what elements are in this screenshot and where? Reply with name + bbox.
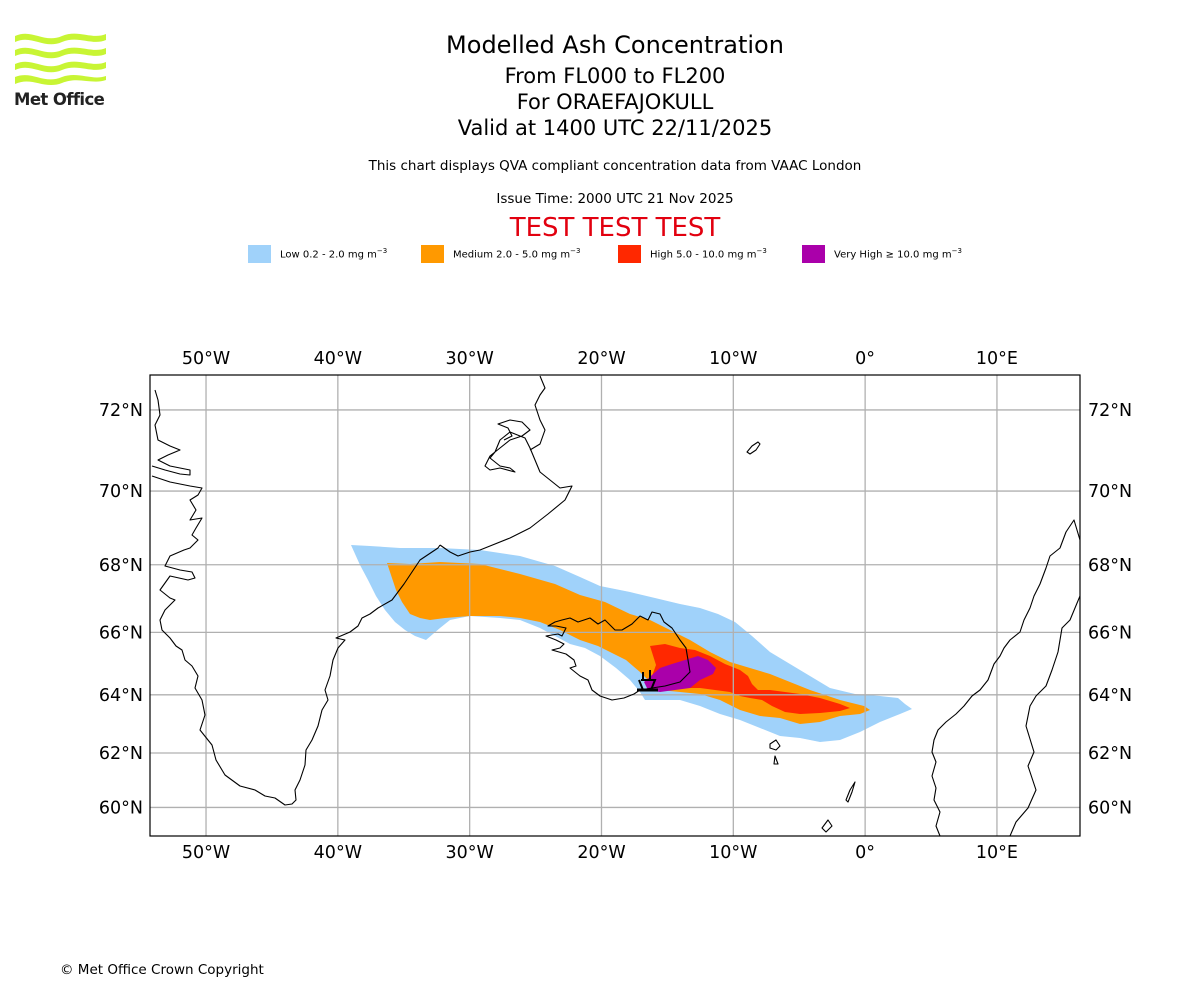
lat-tick-label: 72°N <box>99 401 143 421</box>
longitude-labels-top: 50°W 40°W 30°W 20°W 10°W 0° 10°E <box>182 349 1018 369</box>
coastline-greenland-west <box>151 389 441 806</box>
lon-tick-label: 40°W <box>314 349 362 369</box>
legend-item-high: High 5.0 - 10.0 mg m−3 <box>618 244 767 264</box>
ash-plume <box>351 545 912 742</box>
coastline-norway <box>931 519 1080 836</box>
lon-tick-label: 50°W <box>182 349 230 369</box>
lat-tick-label: 66°N <box>99 623 143 643</box>
legend-swatch-very-high <box>802 245 825 263</box>
volcano-marker-icon <box>637 670 658 692</box>
lon-tick-label: 30°W <box>446 349 494 369</box>
gridlines <box>150 375 1080 836</box>
coastline-faroe <box>769 739 781 765</box>
lon-tick-label: 10°E <box>976 843 1018 863</box>
valid-time: Valid at 1400 UTC 22/11/2025 <box>457 116 773 140</box>
lat-tick-label: 64°N <box>1088 686 1132 706</box>
lat-tick-label: 68°N <box>99 556 143 576</box>
coastline-svalbard-jan-mayen <box>746 441 761 455</box>
chart-title: Modelled Ash Concentration <box>446 31 784 59</box>
legend-swatch-medium <box>421 245 444 263</box>
legend-item-low: Low 0.2 - 2.0 mg m−3 <box>248 244 387 264</box>
legend-swatch-low <box>248 245 271 263</box>
legend-label-low: Low 0.2 - 2.0 mg m−3 <box>280 247 388 261</box>
lat-tick-label: 60°N <box>1088 798 1132 818</box>
lat-tick-label: 60°N <box>99 798 143 818</box>
met-office-waves-icon <box>15 33 106 86</box>
lat-tick-label: 64°N <box>99 686 143 706</box>
lon-tick-label: 20°W <box>577 349 625 369</box>
lon-tick-label: 10°W <box>709 843 757 863</box>
lat-tick-label: 66°N <box>1088 623 1132 643</box>
longitude-labels-bottom: 50°W 40°W 30°W 20°W 10°W 0° 10°E <box>182 843 1018 863</box>
legend-item-very-high: Very High ≥ 10.0 mg m−3 <box>802 244 962 264</box>
coastlines <box>151 375 1080 836</box>
legend-label-high: High 5.0 - 10.0 mg m−3 <box>650 247 767 261</box>
map-frame <box>149 374 1081 837</box>
lon-tick-label: 0° <box>855 843 875 863</box>
lon-tick-label: 40°W <box>314 843 362 863</box>
copyright-notice: © Met Office Crown Copyright <box>60 962 264 978</box>
coastline-orkney <box>821 819 833 833</box>
lon-tick-label: 10°E <box>976 349 1018 369</box>
latitude-labels-left: 72°N 70°N 68°N 66°N 64°N 62°N 60°N <box>99 401 143 819</box>
lon-tick-label: 0° <box>855 349 875 369</box>
volcano-name: For ORAEFAJOKULL <box>516 90 714 114</box>
chart-description: This chart displays QVA compliant concen… <box>368 158 862 174</box>
flight-level-range: From FL000 to FL200 <box>504 64 726 88</box>
lon-tick-label: 10°W <box>709 349 757 369</box>
coastline-iceland <box>545 611 691 701</box>
lon-tick-label: 20°W <box>577 843 625 863</box>
legend-item-medium: Medium 2.0 - 5.0 mg m−3 <box>421 244 580 264</box>
lat-tick-label: 72°N <box>1088 401 1132 421</box>
legend-label-medium: Medium 2.0 - 5.0 mg m−3 <box>453 247 581 261</box>
latitude-labels-right: 72°N 70°N 68°N 66°N 64°N 62°N 60°N <box>1088 401 1132 819</box>
lat-tick-label: 70°N <box>1088 482 1132 502</box>
ash-concentration-map: 50°W 40°W 30°W 20°W 10°W 0° 10°E 50°W 40°W 30°W 2… <box>99 349 1132 863</box>
logo-text: Met Office <box>14 90 105 109</box>
legend-label-very-high: Very High ≥ 10.0 mg m−3 <box>834 247 962 261</box>
lat-tick-label: 68°N <box>1088 556 1132 576</box>
legend-swatch-high <box>618 245 641 263</box>
coastline-greenland-east <box>439 375 573 557</box>
issue-time: Issue Time: 2000 UTC 21 Nov 2025 <box>496 191 734 207</box>
lat-tick-label: 70°N <box>99 482 143 502</box>
met-office-logo: Met Office <box>14 30 109 112</box>
lat-tick-label: 62°N <box>99 744 143 764</box>
lat-tick-label: 62°N <box>1088 744 1132 764</box>
lon-tick-label: 30°W <box>446 843 494 863</box>
coastline-shetland <box>845 781 856 803</box>
lon-tick-label: 50°W <box>182 843 230 863</box>
test-banner: TEST TEST TEST <box>509 213 721 243</box>
ash-region-very-high <box>644 656 716 692</box>
